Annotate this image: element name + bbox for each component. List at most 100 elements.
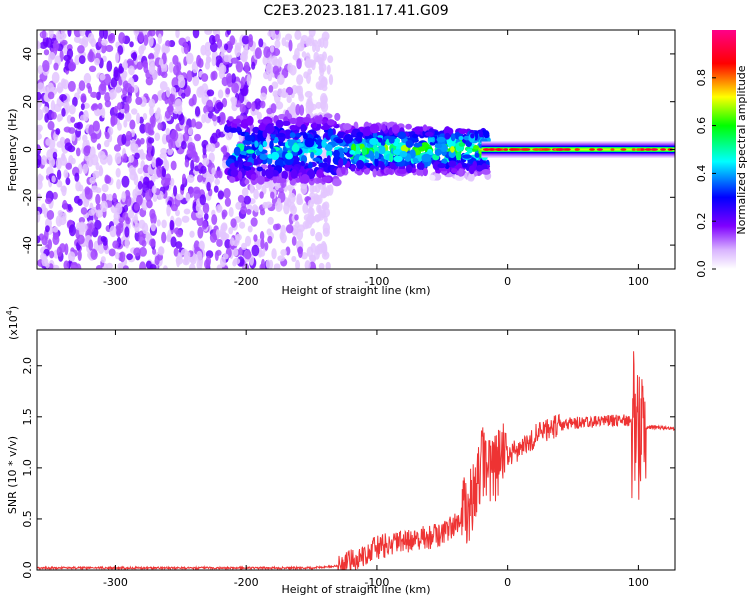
spectrogram-band-blob	[468, 165, 475, 175]
spectrogram-noise-blob	[170, 129, 179, 142]
spectrogram-noise-blob	[243, 250, 252, 260]
spectrogram-band-blob	[331, 178, 342, 187]
y-tick-label: 1.5	[21, 408, 34, 426]
scale-prefix: (x10	[7, 315, 20, 340]
spectrogram-noise-blob	[204, 30, 213, 35]
spectrogram-noise-blob	[97, 244, 105, 255]
spectrogram-noise-blob	[181, 173, 187, 184]
spectrogram-band-blob	[374, 157, 379, 167]
spectrogram-noise-blob	[106, 262, 113, 269]
spectrogram-noise-blob	[51, 111, 57, 120]
spectrogram-noise-blob	[206, 89, 215, 97]
spectrogram-noise-blob	[51, 175, 56, 183]
spectrogram-band-blob	[362, 126, 372, 137]
spectrogram-noise-blob	[219, 64, 227, 74]
spectrogram-noise-blob	[115, 202, 123, 215]
spectrogram-noise-blob	[256, 111, 262, 120]
y-tick-label: 0	[21, 146, 34, 153]
x-tick-label: 0	[504, 275, 511, 288]
spectrogram-noise-blob	[121, 175, 130, 188]
spectrogram-noise-blob	[133, 173, 139, 186]
spectrogram-noise-blob	[243, 195, 252, 205]
spectrogram-noise-blob	[313, 193, 319, 205]
snr-y-ticks: 0.0 0.5 1.0 1.5 2.0	[21, 357, 675, 579]
spectrogram-noise-blob	[101, 39, 108, 46]
spectrogram-noise-blob	[201, 220, 208, 230]
spectrogram-noise-blob	[260, 238, 265, 250]
spectrogram-noise-blob	[264, 241, 269, 251]
spectrogram-band-blob	[363, 167, 370, 175]
spectrogram-noise-blob	[135, 96, 143, 106]
spectrogram-noise-blob	[239, 221, 246, 229]
spectrogram-band-blob	[380, 161, 385, 170]
spectrogram-noise-blob	[208, 174, 215, 183]
spectrogram-band-blob	[393, 155, 403, 163]
spectrogram-noise-blob	[104, 100, 112, 108]
spectrogram-noise-blob	[200, 165, 207, 175]
spectrogram-noise-blob	[306, 97, 311, 106]
spectrogram-noise-blob	[140, 44, 147, 51]
spectrogram-noise-blob	[190, 118, 197, 128]
spectrogram-band-blob	[428, 137, 434, 143]
spectrogram-noise-blob	[148, 52, 155, 61]
spectrogram-noise-blob	[327, 184, 334, 196]
spectrogram-noise-blob	[124, 82, 132, 93]
spectrogram-noise-blob	[289, 64, 297, 76]
spectrogram-noise-blob	[250, 217, 258, 227]
spectrogram-noise-blob	[88, 65, 97, 73]
spectrogram-noise-blob	[100, 235, 107, 243]
spectrogram-noise-blob	[115, 167, 121, 178]
spectrogram-noise-blob	[108, 248, 116, 257]
spectrogram-band-blob	[239, 150, 247, 156]
colorbar-tick-label: 0.8	[695, 69, 708, 87]
spectrogram-noise-blob	[48, 157, 56, 168]
spectrogram-noise-blob	[196, 250, 203, 263]
spectrogram-noise-blob	[68, 224, 76, 237]
spectrogram-noise-blob	[95, 264, 103, 269]
spectrogram-band-blob	[342, 123, 352, 131]
spectrogram-noise-blob	[221, 231, 228, 241]
spectrogram-tone-peak	[660, 148, 667, 151]
spectrogram-band-blob	[369, 137, 379, 146]
spectrogram-band-blob	[343, 146, 349, 153]
spectrogram-noise-blob	[75, 147, 81, 157]
spectrogram-noise-blob	[127, 209, 135, 219]
spectrogram-noise-blob	[37, 179, 43, 190]
spectrogram-noise-blob	[63, 126, 72, 133]
spectrogram-noise-blob	[77, 250, 82, 262]
spectrogram-band-blob	[315, 119, 323, 125]
spectrogram-band-blob	[229, 127, 238, 133]
spectrogram-band-blob	[356, 159, 365, 170]
spectrogram-noise-blob	[73, 35, 81, 44]
spectrogram-noise-blob	[196, 54, 202, 67]
spectrogram-noise-blob	[186, 70, 193, 82]
spectrogram-band-blob	[463, 135, 470, 141]
spectrogram-noise-blob	[286, 95, 292, 104]
spectrogram-band-blob	[302, 117, 311, 123]
spectrogram-noise-blob	[71, 132, 76, 142]
spectrogram-band-blob	[246, 115, 254, 126]
spectrogram-noise-blob	[52, 191, 58, 200]
spectrogram-noise-blob	[45, 225, 50, 233]
spectrogram-noise-blob	[49, 52, 56, 61]
spectrogram-noise-blob	[56, 114, 62, 123]
spectrogram-noise-blob	[56, 141, 64, 148]
spectrogram-noise-blob	[125, 130, 133, 141]
spectrogram-band-blob	[332, 149, 340, 158]
spectrogram-noise-blob	[194, 133, 202, 142]
spectrogram-band-blob	[397, 131, 407, 140]
spectrogram-noise-blob	[300, 185, 308, 195]
spectrogram-noise-blob	[280, 233, 287, 244]
spectrogram-noise-blob	[214, 178, 221, 186]
spectrogram-noise-blob	[170, 86, 177, 95]
spectrogram-band-blob	[478, 130, 484, 138]
spectrogram-band-blob	[226, 120, 231, 127]
spectrogram-band-blob	[389, 161, 397, 170]
spectrogram-tone-peak	[503, 148, 509, 151]
spectrogram-noise-blob	[82, 134, 88, 143]
spectrogram-noise-blob	[285, 224, 294, 234]
spectrogram-noise-blob	[249, 182, 254, 194]
spectrogram-noise-blob	[302, 202, 309, 214]
spectrogram-noise-blob	[247, 225, 253, 233]
spectrogram-noise-blob	[159, 81, 168, 91]
